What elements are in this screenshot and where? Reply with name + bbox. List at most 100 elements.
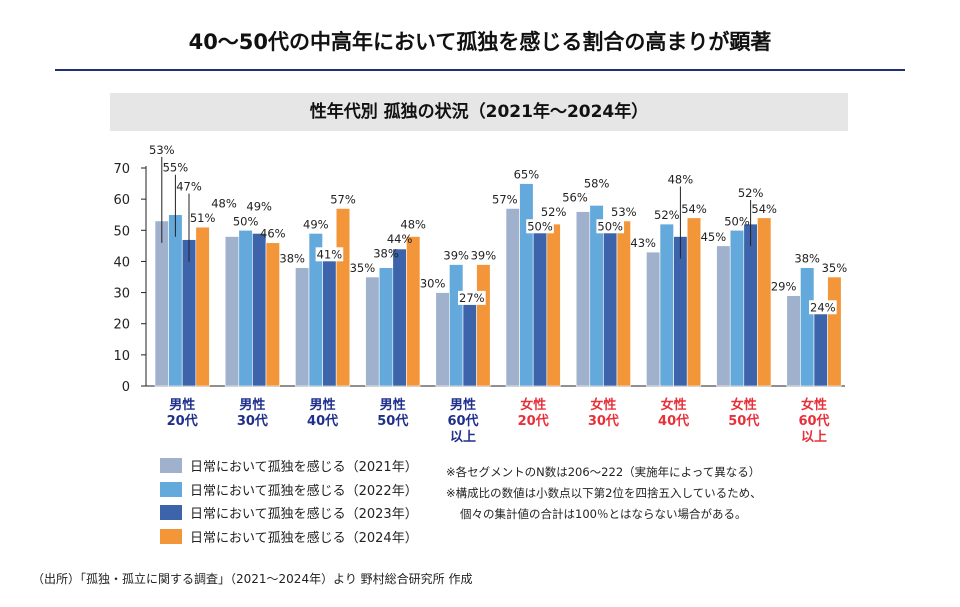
bar (322, 258, 337, 387)
bar (800, 267, 815, 387)
data-label: 39% (471, 249, 497, 263)
legend-swatch (160, 528, 182, 544)
bar (435, 292, 450, 387)
data-label: 54% (681, 202, 707, 216)
data-label: 58% (584, 176, 610, 190)
data-label-bg (809, 300, 837, 315)
legend-item: 日常において孤独を感じる（2023年） (160, 501, 418, 525)
bar (462, 301, 477, 387)
x-category-label: 男性 (239, 397, 265, 413)
x-category-label: 30代 (588, 413, 619, 429)
bar (673, 236, 688, 387)
legend-item: 日常において孤独を感じる（2022年） (160, 478, 418, 502)
x-category-label: 男性 (169, 397, 195, 413)
data-label: 43% (630, 236, 656, 250)
bar (519, 183, 534, 387)
bar (365, 276, 380, 387)
source-note: （出所）「孤独・孤立に関する調査」（2021〜2024年）より 野村総合研究所 … (32, 572, 473, 586)
data-label: 50% (597, 219, 623, 233)
bar (603, 229, 618, 387)
bar (238, 229, 253, 387)
x-category-label: 60代 (798, 413, 829, 429)
bar (729, 229, 745, 387)
data-label-bg (458, 290, 486, 305)
y-tick-label: 40 (113, 255, 130, 270)
data-label: 49% (246, 199, 272, 213)
data-label: 57% (330, 192, 356, 206)
legend-swatch (160, 458, 182, 474)
data-label: 52% (738, 186, 764, 200)
data-label-bg (526, 219, 554, 234)
data-label: 48% (400, 218, 426, 232)
bar-chart: 01020304050607053%55%47%51%男性20代48%50%49… (113, 143, 847, 445)
x-category-label: 女性 (520, 397, 546, 413)
bar (546, 223, 561, 387)
legend: 日常において孤独を感じる（2021年） 日常において孤独を感じる（2022年） … (160, 454, 418, 548)
data-label: 27% (459, 291, 485, 305)
x-category-label: 女性 (590, 397, 616, 413)
data-label-bg (596, 219, 625, 234)
data-label-bg (315, 247, 344, 262)
bar (195, 226, 210, 387)
data-label: 41% (317, 247, 343, 261)
data-label: 35% (350, 261, 376, 275)
bar (743, 223, 758, 387)
chart-title: 性年代別 孤独の状況（2021年〜2024年） (110, 93, 848, 131)
y-tick-label: 0 (122, 380, 130, 395)
data-label: 57% (492, 192, 518, 206)
legend-item: 日常において孤独を感じる（2024年） (160, 525, 418, 549)
data-label: 48% (668, 173, 694, 187)
legend-swatch (160, 505, 182, 521)
data-label: 44% (387, 232, 413, 246)
footnote: ※構成比の数値は小数点以下第2位を四捨五入しているため、 (446, 486, 762, 500)
x-category-label: 60代 (447, 413, 478, 429)
data-label: 56% (562, 191, 588, 205)
y-tick-label: 20 (113, 318, 130, 333)
bar (659, 223, 674, 387)
x-category-label: 女性 (661, 397, 687, 413)
bar (505, 208, 520, 387)
bar (224, 236, 240, 387)
y-tick-label: 30 (113, 287, 130, 302)
data-label: 24% (810, 300, 836, 314)
x-category-label: 40代 (307, 413, 338, 429)
y-tick-label: 50 (113, 224, 130, 239)
data-label: 55% (163, 161, 189, 175)
bar (406, 236, 421, 387)
data-label: 38% (794, 252, 820, 266)
footnote: ※各セグメントのN数は206〜222（実施年によって異なる） (446, 465, 761, 479)
data-label: 29% (771, 280, 797, 294)
data-label: 38% (279, 252, 305, 266)
bar (449, 264, 464, 387)
y-tick-label: 60 (113, 193, 130, 208)
bar (265, 242, 280, 387)
bar (252, 233, 267, 387)
x-category-label: 50代 (377, 413, 408, 429)
page-title: 40〜50代の中高年において孤独を感じる割合の高まりが顕著 (188, 30, 772, 54)
footnote: 個々の集計値の合計は100％とはならない場合がある。 (460, 507, 747, 521)
bar (392, 248, 407, 387)
bar (786, 295, 801, 387)
data-label: 52% (654, 208, 680, 222)
x-category-label: 男性 (310, 397, 336, 413)
bar (757, 217, 772, 387)
x-category-label: 男性 (380, 397, 406, 413)
data-label: 39% (443, 249, 469, 263)
x-category-label: 30代 (237, 413, 268, 429)
legend-swatch (160, 481, 182, 497)
legend-label: 日常において孤独を感じる（2021年） (190, 460, 418, 476)
data-label: 50% (233, 214, 259, 228)
data-label: 49% (303, 217, 329, 231)
bar (532, 229, 548, 387)
x-category-label: 以上 (450, 430, 476, 445)
legend-label: 日常において孤独を感じる（2022年） (190, 483, 418, 499)
x-category-label: 50代 (728, 413, 759, 429)
bar (686, 217, 702, 387)
data-label: 52% (541, 205, 567, 219)
title-divider (55, 69, 905, 71)
bar (575, 211, 591, 387)
x-category-label: 女性 (731, 397, 757, 413)
x-category-label: 40代 (658, 413, 689, 429)
bar (335, 208, 351, 387)
